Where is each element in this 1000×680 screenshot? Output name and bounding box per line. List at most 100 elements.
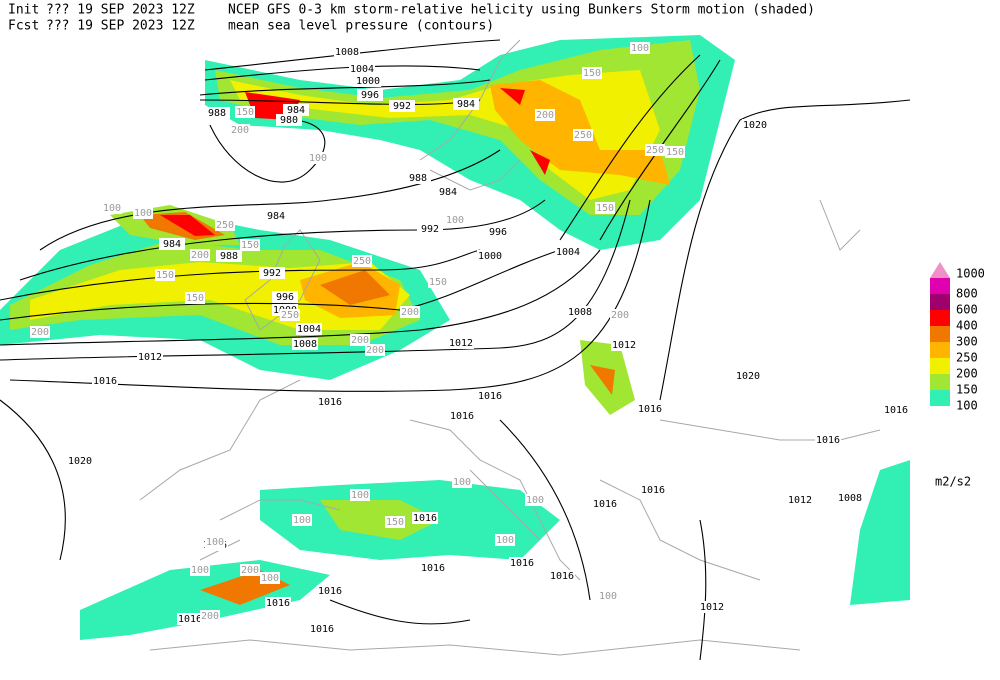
isobar-label: 1008 <box>293 339 317 350</box>
helicity-label: 200 <box>351 335 369 346</box>
isobar-label: 1016 <box>413 513 437 524</box>
isobar-label-bg <box>640 484 666 496</box>
isobar-label: 1016 <box>450 411 474 422</box>
helicity-label-bg <box>235 106 255 118</box>
legend-swatch <box>930 262 950 278</box>
helicity-label: 200 <box>401 307 419 318</box>
isobar-label-bg <box>412 512 438 524</box>
title: NCEP GFS 0-3 km storm-relative helicity … <box>228 3 815 18</box>
helicity-label: 150 <box>596 203 614 214</box>
isobar-label-bg <box>389 100 415 112</box>
isobar-label: 1016 <box>550 571 574 582</box>
helicity-label-bg <box>200 610 220 622</box>
helicity-label: 100 <box>351 490 369 501</box>
helicity-label-bg <box>350 334 370 346</box>
isobar-label-bg <box>477 390 503 402</box>
isobar-label: 1016 <box>318 397 342 408</box>
helicity-label-bg <box>610 309 630 321</box>
isobar-label-bg <box>509 557 535 569</box>
isobar-label: 1012 <box>449 338 473 349</box>
helicity-label: 150 <box>236 107 254 118</box>
helicity-label-bg <box>190 249 210 261</box>
helicity-label-bg <box>665 146 685 158</box>
isobar-label: 988 <box>220 251 238 262</box>
isobar-label: 984 <box>439 187 457 198</box>
isobar-label-bg <box>417 223 443 235</box>
isobar-label: 1020 <box>736 371 760 382</box>
isobar-label: 1016 <box>638 404 662 415</box>
isobar-label-bg <box>204 107 230 119</box>
isobar-label: 1012 <box>788 495 812 506</box>
legend-swatch <box>930 374 950 390</box>
helicity-label-bg <box>308 152 328 164</box>
isobar-label-bg <box>92 375 118 387</box>
isobar-label-bg <box>349 63 375 75</box>
helicity-label: 100 <box>599 591 617 602</box>
isobar-label-bg <box>159 238 185 250</box>
legend-swatch <box>930 358 950 374</box>
legend-swatch <box>930 278 950 294</box>
helicity-label: 250 <box>353 256 371 267</box>
helicity-label-bg <box>30 326 50 338</box>
subtitle: mean sea level pressure (contours) <box>228 19 494 34</box>
helicity-label: 150 <box>241 240 259 251</box>
legend-label: 200 <box>956 367 978 381</box>
helicity-label-bg <box>630 42 650 54</box>
fcst-time: ??? 19 SEP 2023 12Z <box>46 19 195 34</box>
helicity-label-bg <box>230 124 250 136</box>
isobar-label-bg <box>735 370 761 382</box>
isobar-label-bg <box>296 323 322 335</box>
isobar-label-bg <box>272 291 298 303</box>
isobar-label-bg <box>448 337 474 349</box>
legend-label: 600 <box>956 303 978 317</box>
fcst-label: Fcst <box>8 19 39 34</box>
helicity-label: 100 <box>206 537 224 548</box>
isobar-label-bg <box>837 492 863 504</box>
isobar-label-bg <box>485 226 511 238</box>
isobar-label: 988 <box>409 173 427 184</box>
isobar-label: 1008 <box>568 307 592 318</box>
isobar-label: 980 <box>280 115 298 126</box>
helicity-label: 200 <box>201 611 219 622</box>
legend-label: 800 <box>956 287 978 301</box>
helicity-label-bg <box>573 129 593 141</box>
isobar-label: 996 <box>276 292 294 303</box>
helicity-label: 150 <box>156 270 174 281</box>
helicity-label: 200 <box>231 125 249 136</box>
isobar-label: 992 <box>421 224 439 235</box>
isobar-label-bg <box>477 250 503 262</box>
isobar-label-bg <box>420 562 446 574</box>
isobar-label: 996 <box>361 90 379 101</box>
helicity-label: 100 <box>526 495 544 506</box>
legend-swatch <box>930 390 950 406</box>
helicity-label-bg <box>428 276 448 288</box>
helicity-label-bg <box>495 534 515 546</box>
isobar-label: 1008 <box>335 47 359 58</box>
helicity-label: 100 <box>631 43 649 54</box>
init-time: ??? 19 SEP 2023 12Z <box>46 3 195 18</box>
isobar-label: 988 <box>208 108 226 119</box>
helicity-label-bg <box>645 144 665 156</box>
helicity-label-bg <box>155 269 175 281</box>
isobar-label-bg <box>883 404 909 416</box>
helicity-label-bg <box>598 590 618 602</box>
helicity-label-bg <box>525 494 545 506</box>
legend-label: 150 <box>956 383 978 397</box>
isobar-label-bg <box>292 338 318 350</box>
isobar-label: 1012 <box>612 340 636 351</box>
isobar-label-bg <box>449 410 475 422</box>
isobar-label: 984 <box>267 211 285 222</box>
isobar-label-bg <box>317 585 343 597</box>
isobar-label-bg <box>453 98 479 110</box>
helicity-label-bg <box>292 514 312 526</box>
helicity-label-bg <box>445 214 465 226</box>
isobar-label-bg <box>357 89 383 101</box>
isobar-label-bg <box>355 75 381 87</box>
legend-swatch <box>930 326 950 342</box>
isobar-label-bg <box>699 601 725 613</box>
legend-label: 1000 <box>956 267 985 281</box>
isobar-label: 984 <box>163 239 181 250</box>
isobar-label-bg <box>637 403 663 415</box>
